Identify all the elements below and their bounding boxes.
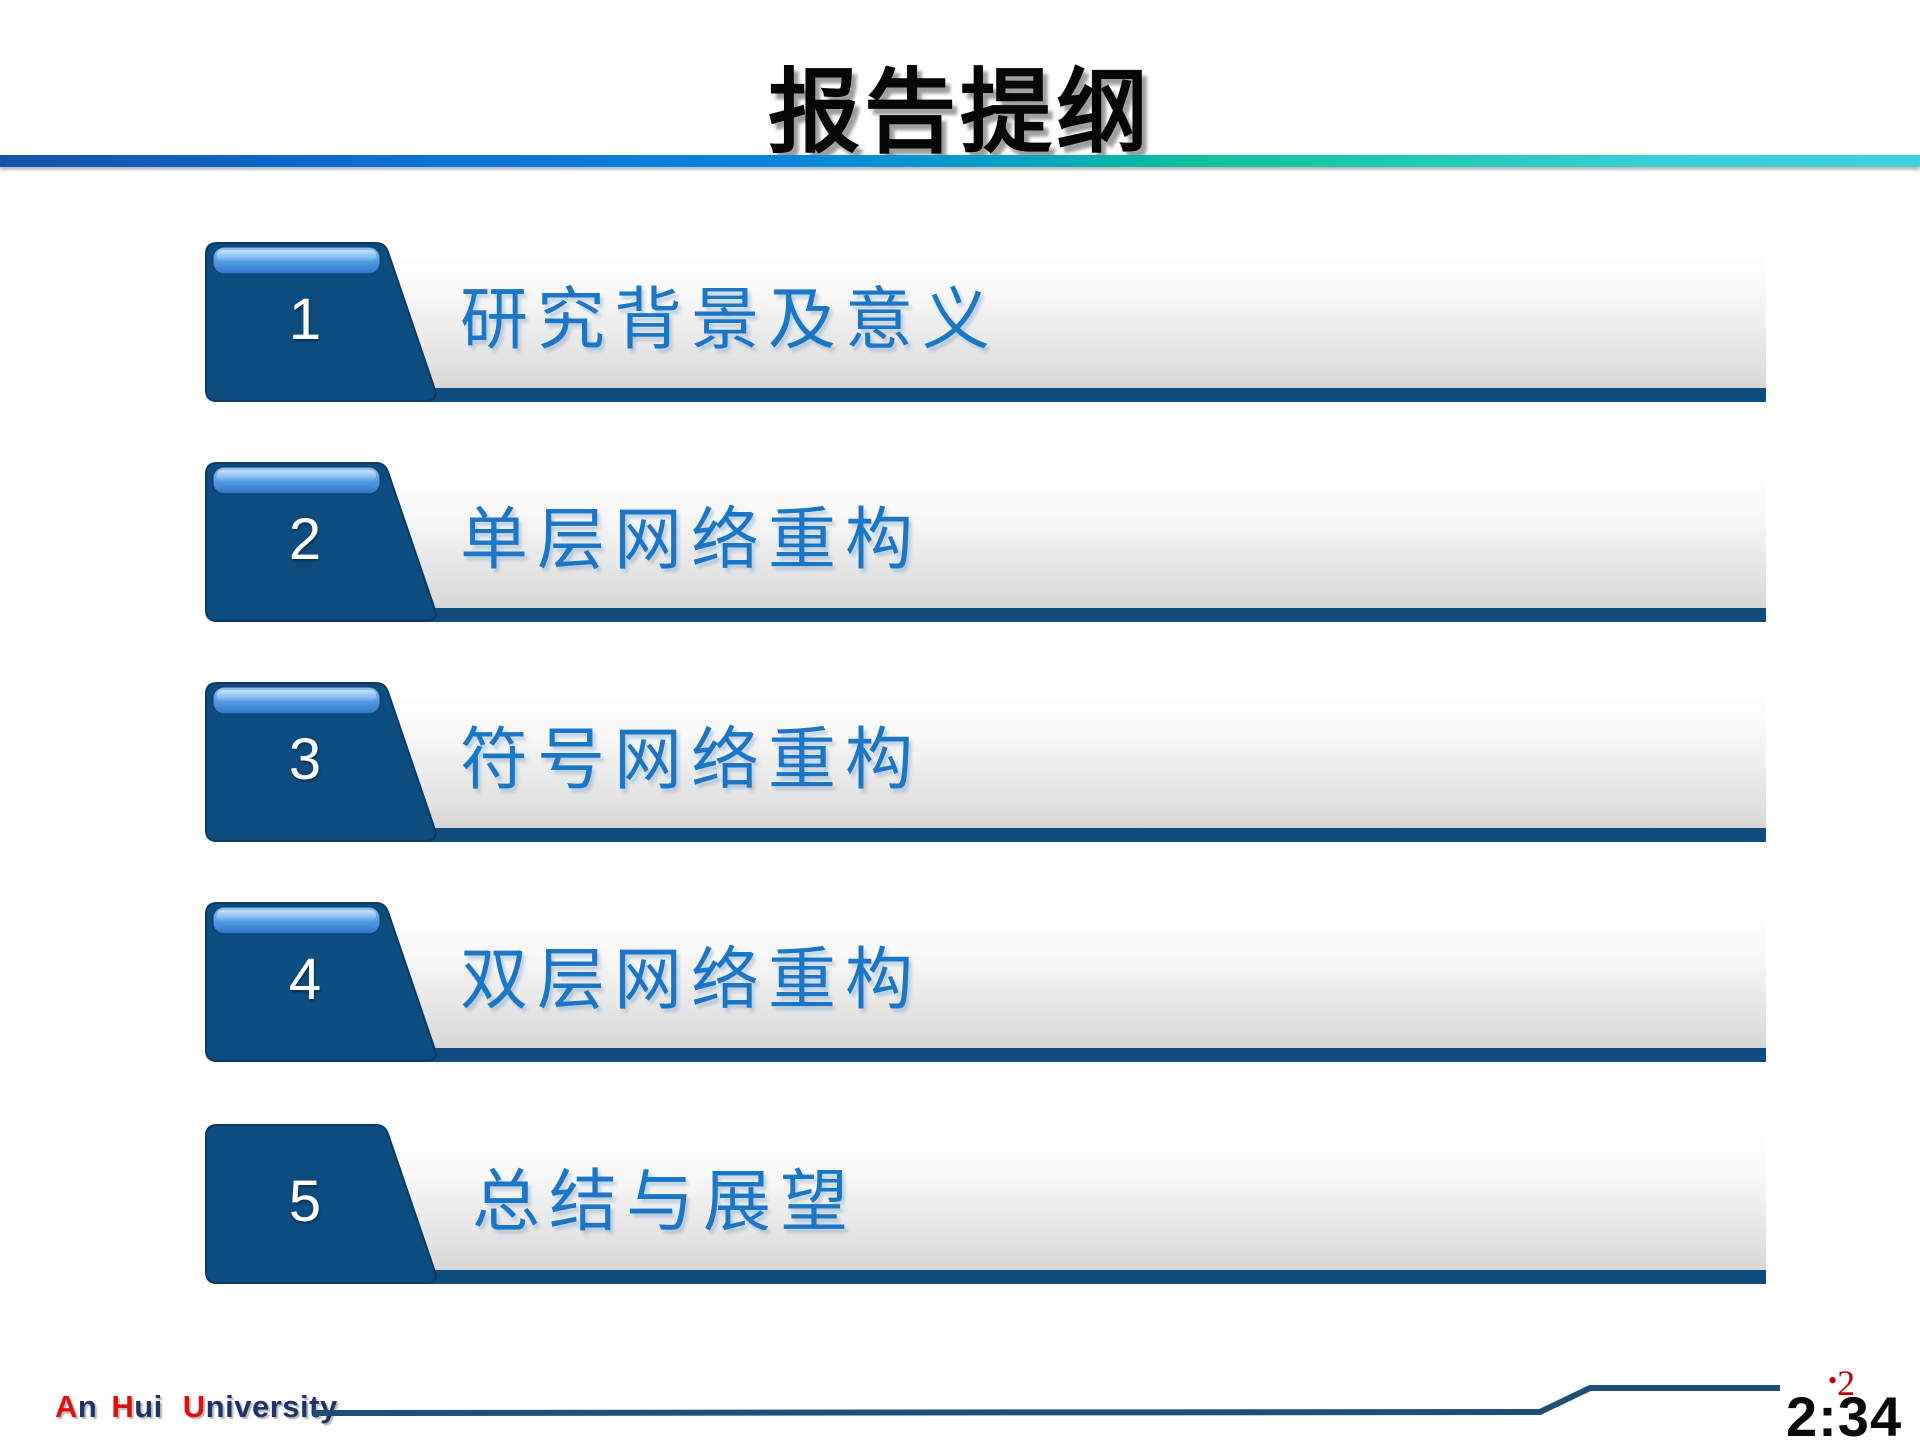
item-bar [214, 908, 1766, 1062]
uni-letter: ui [134, 1389, 163, 1424]
item-label: 总结与展望 [472, 1164, 858, 1240]
uni-letter: U [182, 1389, 206, 1424]
item-bar [214, 688, 1766, 842]
uni-letter: H [111, 1389, 135, 1424]
number-tab [205, 682, 437, 842]
slide-title: 报告提纲 [767, 62, 1152, 164]
number-tab [205, 462, 437, 622]
item-label: 双层网络重构 [460, 942, 923, 1018]
number-tab [205, 902, 437, 1062]
title-divider-line [0, 155, 1920, 167]
item-bar [214, 1130, 1766, 1284]
item-number: 2 [288, 507, 322, 572]
item-bar [214, 468, 1766, 622]
item-label: 研究背景及意义 [460, 282, 1000, 358]
outline-item-3: 3 符号网络重构 [0, 682, 1920, 844]
footer-decorative-line [312, 1385, 1780, 1416]
outline-item-4: 4 双层网络重构 [0, 902, 1920, 1064]
outline-item-1: 1 研究背景及意义 [0, 242, 1920, 404]
item-label: 符号网络重构 [460, 722, 923, 798]
outline-item-5: 5 总结与展望 [0, 1124, 1920, 1286]
item-number: 3 [288, 727, 322, 792]
number-tab [205, 242, 437, 402]
uni-letter: niversity [205, 1389, 338, 1424]
presenter-clock: 2:34 [1786, 1385, 1903, 1440]
number-tab [205, 1124, 437, 1284]
item-number: 1 [288, 287, 322, 352]
university-logo-text: An Hui University [55, 1389, 338, 1425]
outline-item-2: 2 单层网络重构 [0, 462, 1920, 624]
page-number-bullet: • [1828, 1366, 1838, 1395]
uni-letter: A [55, 1389, 78, 1424]
item-label: 单层网络重构 [460, 502, 923, 578]
item-number: 4 [288, 947, 322, 1012]
page-number: •2 [1828, 1363, 1856, 1403]
uni-letter: n [77, 1389, 98, 1424]
item-number: 5 [288, 1169, 322, 1234]
item-bar [214, 248, 1766, 402]
